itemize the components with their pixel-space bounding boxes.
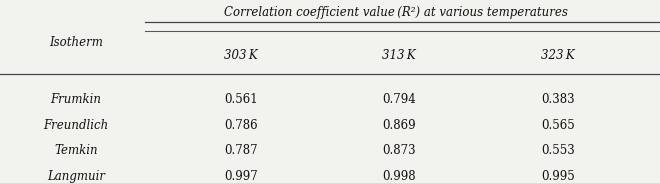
Text: 0.998: 0.998 — [383, 170, 416, 183]
Text: 0.995: 0.995 — [541, 170, 575, 183]
Text: 0.997: 0.997 — [224, 170, 258, 183]
Text: 0.787: 0.787 — [224, 144, 257, 157]
Text: 0.869: 0.869 — [383, 119, 416, 132]
Text: Freundlich: Freundlich — [44, 119, 108, 132]
Text: 0.786: 0.786 — [224, 119, 257, 132]
Text: 0.561: 0.561 — [224, 93, 257, 106]
Text: 0.873: 0.873 — [383, 144, 416, 157]
Text: Correlation coefficient value (R²) at various temperatures: Correlation coefficient value (R²) at va… — [224, 6, 568, 19]
Text: 323 K: 323 K — [541, 49, 574, 62]
Text: Frumkin: Frumkin — [50, 93, 102, 106]
Text: 0.794: 0.794 — [382, 93, 416, 106]
Text: 303 K: 303 K — [224, 49, 257, 62]
Text: Isotherm: Isotherm — [49, 36, 103, 49]
Text: Temkin: Temkin — [54, 144, 98, 157]
Text: 0.565: 0.565 — [541, 119, 575, 132]
Text: 313 K: 313 K — [383, 49, 416, 62]
Text: 0.383: 0.383 — [541, 93, 574, 106]
Text: Langmuir: Langmuir — [47, 170, 105, 183]
Text: 0.553: 0.553 — [541, 144, 575, 157]
